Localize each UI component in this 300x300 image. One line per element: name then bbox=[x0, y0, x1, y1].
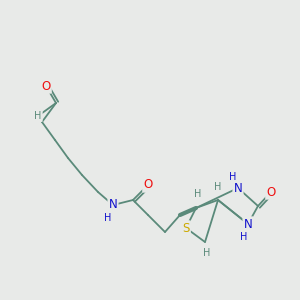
Text: H: H bbox=[104, 213, 112, 223]
Text: N: N bbox=[244, 218, 252, 230]
Text: H: H bbox=[229, 172, 237, 182]
Text: H: H bbox=[194, 189, 202, 199]
Text: O: O bbox=[41, 80, 51, 92]
Text: N: N bbox=[234, 182, 242, 194]
Text: N: N bbox=[109, 199, 117, 212]
Text: O: O bbox=[143, 178, 153, 191]
Text: S: S bbox=[182, 221, 190, 235]
Text: H: H bbox=[203, 248, 211, 258]
Text: H: H bbox=[34, 111, 42, 121]
Text: O: O bbox=[266, 185, 276, 199]
Text: H: H bbox=[240, 232, 248, 242]
Text: H: H bbox=[214, 182, 222, 192]
